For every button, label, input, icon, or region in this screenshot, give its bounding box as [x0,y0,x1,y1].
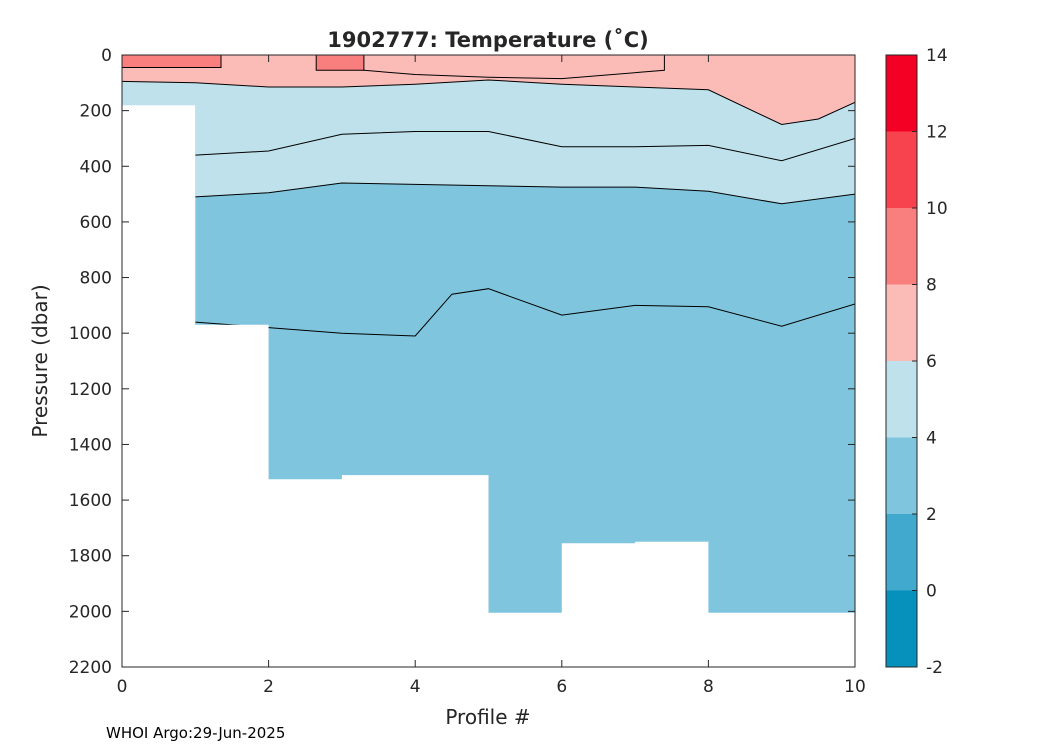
isotherm-iso6 [122,79,855,126]
x-tick-label: 10 [844,677,866,697]
isotherm-iso4-lower [195,182,855,205]
colorbar-band [886,131,917,208]
x-tick-label: 0 [117,677,128,697]
x-axis: 0 2 4 6 8 10 [117,55,866,697]
y-axis: 0 200 400 600 800 1000 1200 1400 1600 1800 2000 220… [69,46,855,678]
isotherm-iso4-deep [195,288,855,337]
colorbar-tick-label: 0 [926,582,937,602]
footer-credit: WHOI Argo:29-Jun-2025 [106,724,286,742]
band-6-8 [122,55,855,125]
colorbar-band [886,514,917,591]
x-axis-label: Profile # [445,705,530,729]
y-tick-label: 400 [80,157,112,177]
y-tick-label: 1800 [69,547,112,567]
colorbar-tick-label: 8 [926,276,937,296]
band-4-6 [122,80,855,204]
colorbar-band [886,55,917,132]
band-8-10-patch-a [122,55,221,68]
chart-title: 1902777: Temperature (˚C) [327,28,648,52]
y-tick-label: 1000 [69,324,112,344]
isotherm-iso4-upper [195,131,855,162]
x-tick-label: 8 [703,677,714,697]
y-tick-label: 2000 [69,602,112,622]
colorbar-band [886,437,917,514]
x-tick-label: 4 [410,677,421,697]
y-tick-label: 1400 [69,435,112,455]
plot-area [121,54,856,668]
colorbar-band [886,361,917,438]
y-tick-label: 200 [80,102,112,122]
y-tick-label: 1600 [69,491,112,511]
colorbar-tick-label: 2 [926,505,937,525]
y-tick-label: 800 [80,269,112,289]
isotherm-6-blob [363,55,665,80]
y-tick-label: 1200 [69,380,112,400]
contour-lines [122,55,855,337]
colorbar-tick-label: -2 [926,658,943,678]
y-axis-label: Pressure (dbar) [28,284,52,437]
colorbar-band [886,284,917,361]
contour-fills [122,55,855,613]
band-8-10-patch-b [316,55,364,71]
y-tick-label: 600 [80,213,112,233]
colorbar-tick-label: 10 [926,199,948,219]
x-tick-label: 6 [556,677,567,697]
x-tick-label: 2 [263,677,274,697]
isotherm-8-patch-a [122,55,222,68]
colorbar: -2 0 2 4 6 8 10 12 14 [885,46,948,678]
y-tick-label: 2200 [69,658,112,678]
colorbar-tick-label: 12 [926,123,948,143]
colorbar-band [886,208,917,285]
y-tick-label: 0 [101,46,112,66]
colorbar-band [886,590,917,667]
colorbar-tick-label: 4 [926,429,937,449]
plot-frame [121,54,856,668]
colorbar-tick-label: 14 [926,46,948,66]
colorbar-tick-label: 6 [926,352,937,372]
